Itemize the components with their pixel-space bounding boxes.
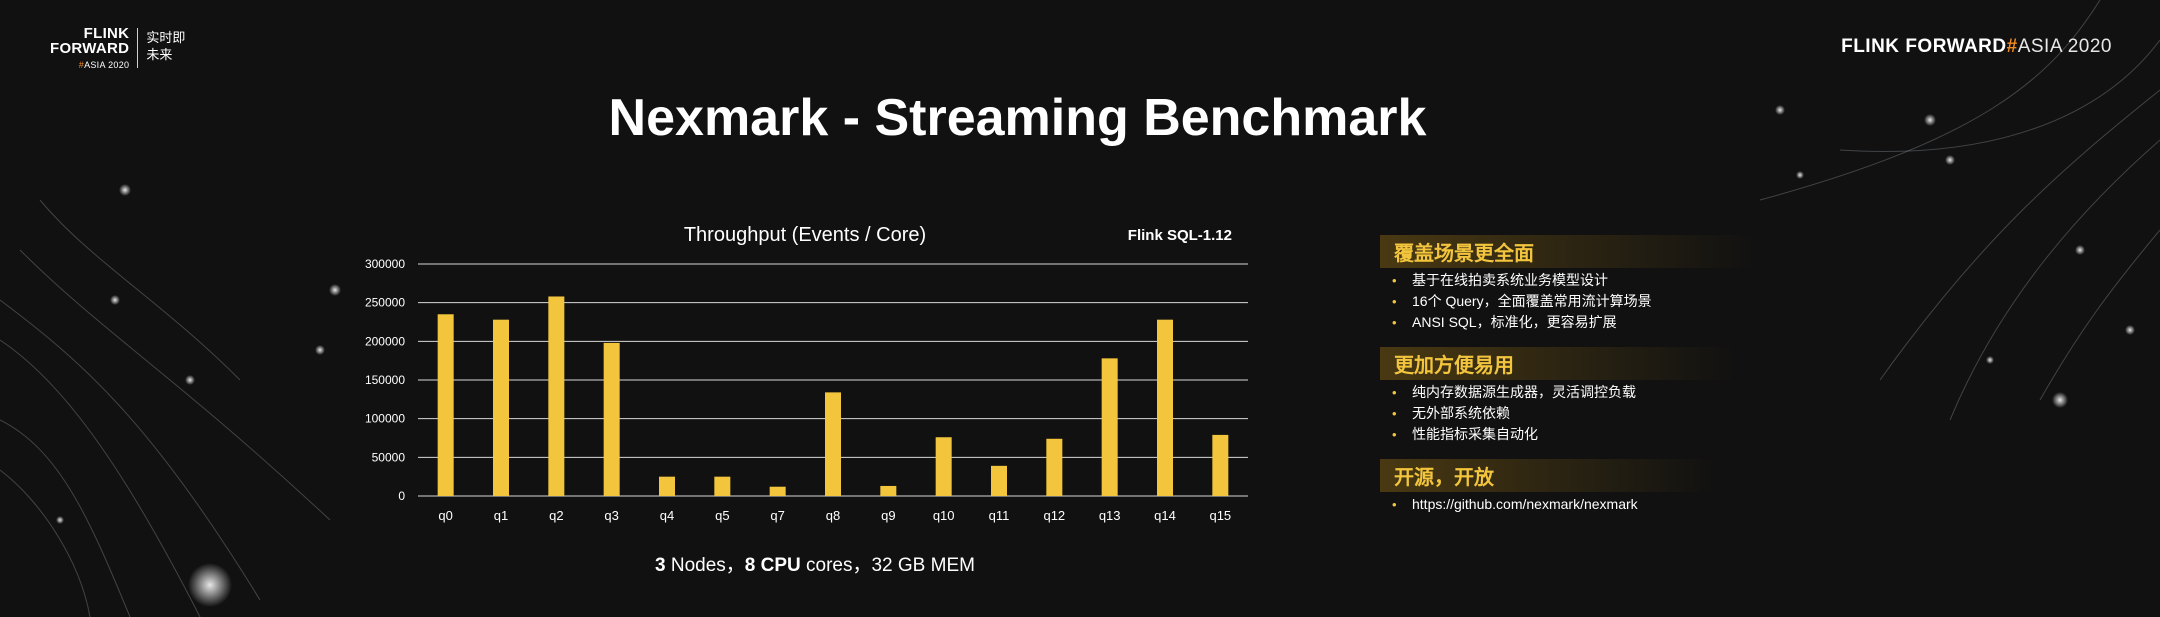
x-tick-label: q7 (770, 508, 784, 523)
feature-heading: 开源，开放 (1380, 459, 1714, 492)
y-tick-label: 250000 (365, 296, 405, 310)
feature-section-coverage: 覆盖场景更全面 基于在线拍卖系统业务模型设计 16个 Query，全面覆盖常用流… (1380, 235, 2140, 333)
logo-right-flink: FLINK (1841, 36, 1900, 57)
logo-divider (137, 28, 139, 68)
feature-list: 覆盖场景更全面 基于在线拍卖系统业务模型设计 16个 Query，全面覆盖常用流… (1380, 235, 2140, 527)
x-tick-label: q3 (604, 508, 618, 523)
flink-forward-logo: FLINK FORWARD #ASIA 2020 实时即未来 (50, 26, 186, 73)
spec-nodes-text: Nodes， (665, 555, 745, 576)
x-tick-label: q2 (549, 508, 563, 523)
x-tick-label: q5 (715, 508, 729, 523)
x-tick-label: q12 (1043, 508, 1065, 523)
y-tick-label: 300000 (365, 257, 405, 271)
x-tick-label: q4 (660, 508, 674, 523)
bar-q7 (769, 486, 786, 496)
github-link[interactable]: https://github.com/nexmark/nexmark (1380, 494, 2140, 515)
logo-wordmark-forward: FORWARD (50, 40, 130, 57)
slide-title: Nexmark - Streaming Benchmark (608, 89, 1427, 147)
bar-q4 (659, 476, 675, 496)
y-tick-label: 50000 (372, 450, 406, 464)
y-tick-label: 200000 (365, 334, 405, 348)
chart-annotation: Flink SQL-1.12 (1128, 227, 1232, 244)
feature-heading: 覆盖场景更全面 (1380, 235, 1754, 268)
feature-item: 性能指标采集自动化 (1380, 424, 2140, 445)
cluster-spec: 3 Nodes，8 CPU cores，32 GB MEM (655, 550, 975, 577)
x-tick-label: q9 (881, 508, 895, 523)
spec-nodes-num: 3 (655, 555, 666, 576)
bar-q9 (880, 485, 897, 496)
bar-q15 (1212, 434, 1229, 496)
feature-item: 纯内存数据源生成器，灵活调控负载 (1380, 382, 2140, 403)
x-tick-label: q1 (494, 508, 508, 523)
logo-right-forward: FORWARD (1905, 36, 2007, 57)
bar-q8 (825, 392, 841, 496)
spec-cpu: 8 CPU (744, 555, 801, 576)
x-tick-label: q14 (1154, 508, 1176, 523)
feature-item: 无外部系统依赖 (1380, 403, 2140, 424)
bar-q0 (437, 314, 454, 496)
logo-hash: # (78, 60, 85, 70)
logo-asia-2020: ASIA 2020 (84, 60, 130, 70)
x-tick-label: q10 (933, 508, 955, 523)
bar-q14 (1157, 319, 1173, 496)
chart-title: Throughput (Events / Core) (684, 224, 926, 246)
bar-q10 (935, 437, 952, 496)
feature-heading: 更加方便易用 (1380, 347, 1734, 380)
bar-q3 (603, 342, 620, 496)
logo-slogan: 实时即未来 (146, 30, 186, 62)
bar-q1 (493, 319, 509, 496)
x-tick-label: q0 (438, 508, 452, 523)
feature-section-usability: 更加方便易用 纯内存数据源生成器，灵活调控负载 无外部系统依赖 性能指标采集自动… (1380, 347, 2140, 445)
y-tick-label: 0 (398, 489, 405, 503)
feature-item: ANSI SQL，标准化，更容易扩展 (1380, 312, 2140, 333)
logo-wordmark-flink: FLINK (83, 25, 130, 42)
x-tick-label: q8 (826, 508, 840, 523)
bar-q2 (548, 296, 565, 496)
bar-q11 (991, 465, 1007, 496)
bar-q5 (714, 476, 731, 496)
bar-q13 (1101, 358, 1118, 496)
spec-cpu-text: cores，32 GB MEM (800, 555, 975, 576)
flink-forward-asia-logo: FLINK FORWARD#ASIA 2020 (1841, 36, 2112, 58)
bar-q12 (1046, 438, 1063, 496)
y-tick-label: 150000 (365, 373, 405, 387)
logo-right-hash: # (2006, 36, 2018, 57)
logo-right-asia: ASIA 2020 (2017, 36, 2112, 57)
y-tick-label: 100000 (365, 412, 405, 426)
feature-section-open-source: 开源，开放 https://github.com/nexmark/nexmark (1380, 459, 2140, 515)
feature-item: 基于在线拍卖系统业务模型设计 (1380, 270, 2140, 291)
x-tick-label: q13 (1099, 508, 1121, 523)
x-tick-label: q15 (1209, 508, 1231, 523)
x-tick-label: q11 (989, 508, 1010, 523)
feature-item: 16个 Query，全面覆盖常用流计算场景 (1380, 291, 2140, 312)
